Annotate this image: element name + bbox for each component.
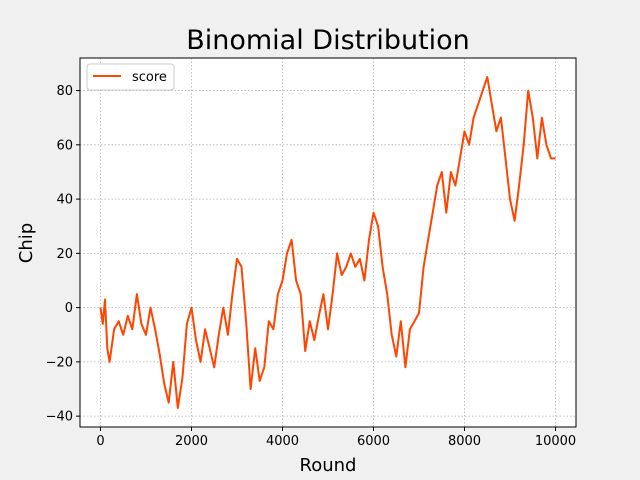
legend-box: [86, 63, 175, 91]
y-tick-label: −40: [46, 410, 73, 425]
y-tick-label: 60: [56, 138, 73, 153]
x-tick-label: 6000: [357, 434, 390, 449]
y-tick-label: 80: [56, 84, 73, 99]
y-axis: −40 −20 0 20 40 60 80: [46, 84, 80, 425]
x-axis-label: Round: [300, 455, 357, 476]
series-layer: [99, 76, 556, 409]
legend: score: [86, 63, 175, 91]
x-axis: 0 2000 4000 6000 8000 10000: [96, 427, 576, 449]
plot-area: [80, 58, 576, 427]
x-tick-label: 8000: [448, 434, 481, 449]
x-tick-label: 2000: [175, 434, 208, 449]
grid: [80, 58, 576, 427]
chart-title: Binomial Distribution: [186, 25, 470, 56]
x-tick-label: 0: [96, 434, 104, 449]
y-tick-label: 40: [56, 193, 73, 208]
plot-frame: [79, 57, 577, 428]
legend-label-score: score: [132, 70, 167, 85]
series-line-score: [99, 76, 556, 409]
y-tick-label: 20: [56, 247, 73, 262]
x-tick-label: 4000: [266, 434, 299, 449]
y-axis-label: Chip: [16, 223, 37, 263]
y-tick-label: −20: [46, 355, 73, 370]
x-tick-label: 10000: [535, 434, 576, 449]
y-tick-label: 0: [65, 301, 73, 316]
